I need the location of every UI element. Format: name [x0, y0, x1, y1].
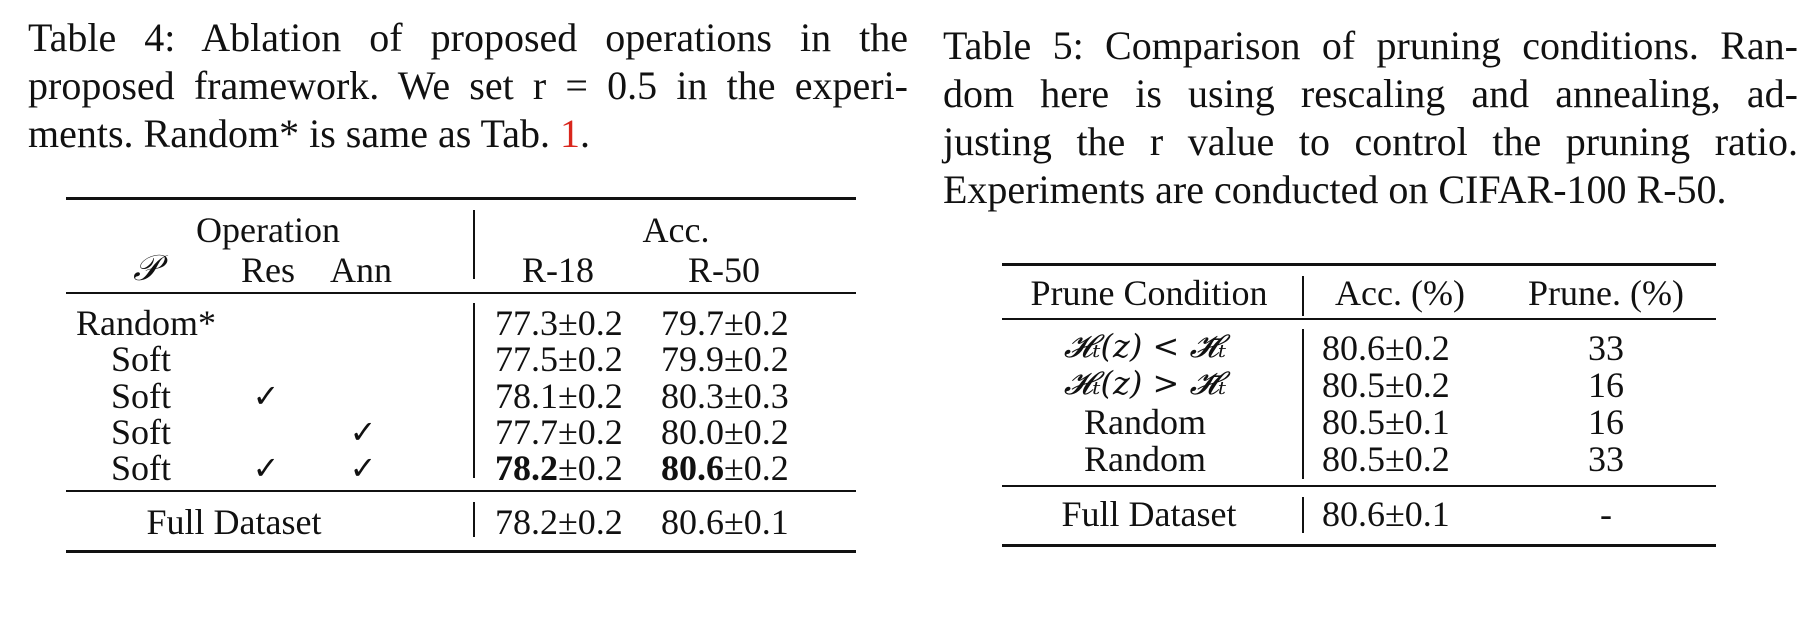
table4-header-operation: Operation	[196, 210, 340, 250]
table4-cell-r50: 80.3±0.3	[661, 376, 789, 416]
table5-row-condition: Random	[1084, 439, 1206, 479]
checkmark-icon: ✓	[349, 413, 377, 451]
checkmark-icon: ✓	[252, 449, 280, 487]
table4-bottom-rule	[66, 550, 856, 553]
table4-row-label: Soft	[110, 376, 172, 416]
table5-caption: Table 5: Comparison of pruning condition…	[943, 22, 1798, 214]
table4-caption-line-1: Table 4: Ablation of proposed operations…	[28, 15, 908, 60]
table4-cell-r50: 79.9±0.2	[661, 339, 789, 379]
table5-top-rule	[1002, 263, 1716, 266]
table4-cell-r50: 80.6±0.2	[661, 447, 789, 489]
table5-row-condition: Random	[1084, 402, 1206, 442]
table4-row-label: Random*	[76, 303, 216, 343]
table5-cell-acc: 80.5±0.2	[1322, 365, 1450, 405]
table4-body-rule	[66, 490, 856, 492]
table5-divider	[1302, 276, 1304, 316]
table4-footer-r50: 80.6±0.1	[661, 502, 789, 542]
table4-caption-line-2: proposed framework. We set r = 0.5 in th…	[28, 63, 908, 108]
table4-divider	[473, 303, 475, 478]
table4-cell-r50: 79.7±0.2	[661, 303, 789, 343]
table5-footer-acc: 80.6±0.1	[1322, 494, 1450, 534]
table4-col-r50: R-50	[659, 249, 789, 291]
table4-cell-r50: 80.0±0.2	[661, 412, 789, 452]
checkmark-icon: ✓	[252, 377, 280, 415]
table4-top-rule	[66, 197, 856, 200]
table4-cell-r18: 77.5±0.2	[495, 339, 623, 379]
table5-cell-acc: 80.5±0.1	[1322, 402, 1450, 442]
table5-cell-prune: 16	[1588, 365, 1624, 405]
table4-cell-r18: 77.3±0.2	[495, 303, 623, 343]
table4-best-value: 80.6	[661, 448, 724, 488]
table4-header-acc: Acc.	[642, 210, 710, 250]
table5-col-acc: Acc. (%)	[1335, 273, 1465, 313]
table4-cell-r18: 78.2±0.2	[495, 447, 623, 489]
table5-cell-acc: 80.6±0.2	[1322, 328, 1450, 368]
table4-row-label: Soft	[110, 412, 172, 452]
table4-footer-r18: 78.2±0.2	[495, 502, 623, 542]
table4-header-rule	[66, 292, 856, 294]
table5-caption-line-2: dom here is using rescaling and annealin…	[943, 71, 1798, 116]
table5-cell-prune: 33	[1588, 328, 1624, 368]
table-reference-link[interactable]: 1	[559, 111, 580, 156]
table5-divider	[1302, 329, 1304, 479]
table5-divider	[1302, 497, 1304, 533]
table5-col-prune: Prune. (%)	[1528, 273, 1684, 313]
table4-col-r18-label: R-18	[522, 250, 594, 290]
table4-divider	[473, 255, 475, 279]
table4-row-label: Soft	[110, 448, 172, 488]
table4-divider	[473, 502, 475, 537]
table4-best-std: ±0.2	[724, 448, 789, 488]
table4-divider	[473, 210, 475, 255]
table5-header-rule	[1002, 318, 1716, 320]
table5-footer-prune: -	[1600, 494, 1612, 534]
table5-row-condition: 𝓗ₜ(z) > 𝓗̄ₜ	[1063, 364, 1227, 402]
table4-footer-label: Full Dataset	[146, 502, 322, 542]
table4-cell-r18: 77.7±0.2	[495, 412, 623, 452]
table4-col-r50-label: R-50	[688, 250, 760, 290]
table5-footer-label: Full Dataset	[1061, 494, 1237, 534]
table5-cell-acc: 80.5±0.2	[1322, 439, 1450, 479]
table4-caption: Table 4: Ablation of proposed operations…	[28, 14, 908, 158]
checkmark-icon: ✓	[349, 449, 377, 487]
table5-cell-prune: 33	[1588, 439, 1624, 479]
table5: Prune Condition Acc. (%) Prune. (%) 𝓗ₜ(z…	[1002, 263, 1716, 593]
table5-bottom-rule	[1002, 544, 1716, 547]
table4-caption-line-3-text: ments. Random* is same as Tab.	[28, 111, 560, 156]
table4-row-label: Soft	[110, 339, 172, 379]
table4-col-p: 𝒫	[133, 248, 159, 289]
table5-row-condition: 𝓗ₜ(z) < 𝓗̄ₜ	[1063, 327, 1227, 365]
table4-caption-end: .	[579, 111, 590, 156]
table4: Operation Acc. 𝒫 Res Ann R-18 R-50 Rando…	[66, 197, 856, 597]
table4-caption-line-3: ments. Random* is same as Tab. 1.	[28, 110, 908, 158]
table4-best-value: 78.2	[495, 448, 558, 488]
table4-cell-r18: 78.1±0.2	[495, 376, 623, 416]
table4-col-r18: R-18	[493, 249, 623, 291]
table5-cell-prune: 16	[1588, 402, 1624, 442]
table5-caption-line-3: justing the r value to control the pruni…	[943, 119, 1798, 164]
table4-col-ann: Ann	[330, 250, 392, 290]
table5-caption-line-1: Table 5: Comparison of pruning condition…	[943, 23, 1798, 68]
table5-caption-line-4: Experiments are conducted on CIFAR-100 R…	[943, 167, 1727, 212]
table4-best-std: ±0.2	[558, 448, 623, 488]
table4-col-res: Res	[241, 250, 295, 290]
table5-body-rule	[1002, 485, 1716, 487]
table5-col-condition: Prune Condition	[1030, 273, 1268, 313]
